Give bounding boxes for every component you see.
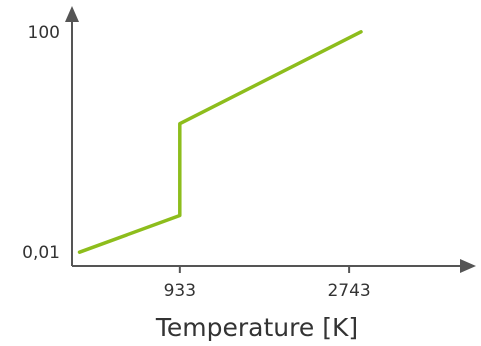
- y-tick-label: 100: [28, 23, 60, 43]
- x-axis-arrow: [460, 259, 476, 273]
- y-axis-arrow: [65, 6, 79, 22]
- axes: [65, 6, 476, 273]
- y-tick-label: 0,01: [22, 243, 60, 263]
- x-axis-title: Temperature [K]: [155, 313, 358, 342]
- x-tick-label: 933: [164, 281, 196, 301]
- series-line: [77, 30, 363, 254]
- x-tick-label: 2743: [327, 281, 370, 301]
- ticks: 933 2743 0,01 100: [22, 23, 371, 301]
- series: [77, 30, 363, 254]
